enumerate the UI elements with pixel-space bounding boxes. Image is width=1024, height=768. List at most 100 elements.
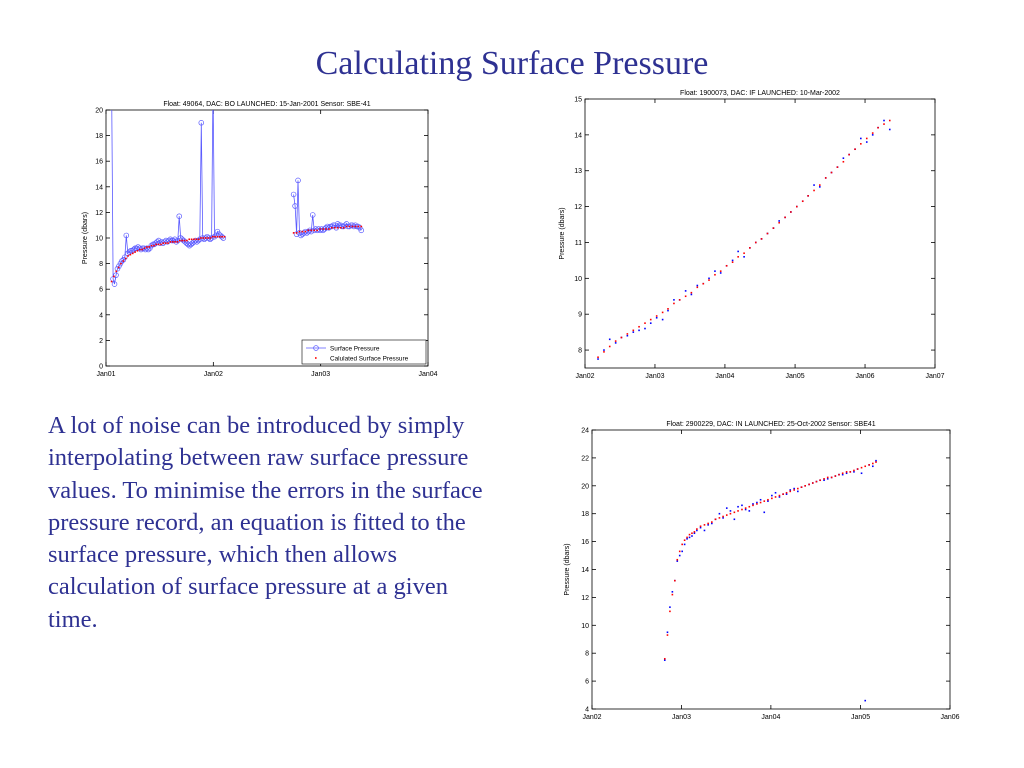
calculated-point [807, 195, 809, 197]
calculated-point [796, 205, 798, 208]
calculated-point [307, 229, 310, 232]
calculated-point [830, 171, 833, 174]
plot-area [597, 119, 891, 360]
surface-pressure-marker [127, 248, 134, 254]
calculated-point [351, 225, 354, 228]
surface-point [722, 517, 724, 519]
surface-point [676, 560, 679, 562]
chart-title: Float: 1900073, DAC: IF LAUNCHED: 10-Mar… [680, 90, 840, 97]
surface-point [767, 500, 769, 502]
surface-point [696, 529, 698, 532]
surface-point [626, 334, 629, 337]
x-tick-label: Jan03 [672, 714, 691, 721]
calculated-point [162, 242, 165, 244]
surface-pressure-marker [126, 249, 132, 255]
calculated-point [360, 225, 363, 228]
calculated-point [313, 229, 315, 232]
y-tick-label: 8 [99, 261, 103, 268]
calculated-point [129, 253, 132, 256]
calculated-point [316, 229, 318, 232]
calculated-point [155, 243, 158, 246]
calculated-point [131, 252, 134, 255]
calculated-point [785, 491, 788, 494]
calculated-point [143, 247, 146, 250]
surface-point [864, 699, 867, 702]
calculated-point [749, 247, 751, 249]
calculated-point [871, 132, 874, 134]
calculated-point [197, 238, 200, 241]
calculated-point [124, 257, 127, 260]
slide-title: Calculating Surface Pressure [315, 45, 709, 82]
surface-pressure-marker [197, 236, 203, 243]
calculated-point [853, 469, 855, 472]
y-tick-label: 20 [95, 108, 103, 115]
surface-point [703, 529, 706, 532]
calculated-point [678, 550, 681, 553]
calculated-point [190, 238, 193, 241]
calculated-point [160, 243, 162, 246]
calculated-point [304, 230, 307, 233]
calculated-point [193, 238, 195, 241]
calculated-point [693, 531, 696, 533]
y-tick-label: 18 [95, 133, 103, 140]
y-tick-label: 24 [581, 428, 589, 435]
surface-point [763, 511, 766, 514]
surface-point [711, 522, 713, 525]
calculated-point [345, 225, 348, 228]
surface-point [756, 501, 758, 504]
calculated-point [681, 543, 683, 546]
calculated-point [808, 483, 810, 486]
surface-pressure-marker [292, 203, 298, 209]
surface-point [871, 134, 874, 136]
calculated-point [354, 225, 357, 228]
calculated-point [117, 266, 120, 269]
calculated-point [774, 496, 777, 498]
y-tick-label: 20 [581, 483, 589, 490]
surface-point [883, 119, 885, 122]
y-tick-label: 6 [585, 679, 589, 686]
calculated-point [801, 200, 804, 203]
calculated-point [146, 246, 148, 248]
surface-pressure-marker [113, 272, 119, 278]
calculated-point [845, 471, 848, 473]
calculated-point [325, 228, 327, 230]
surface-point [729, 510, 732, 512]
calculated-point [741, 508, 743, 511]
surface-point [667, 309, 669, 312]
surface-point [638, 329, 640, 332]
y-tick-label: 10 [95, 236, 103, 243]
calculated-point [319, 228, 321, 230]
calculated-point [214, 235, 216, 238]
surface-point [614, 342, 617, 344]
surface-point [748, 510, 751, 512]
calculated-point [219, 235, 221, 238]
calculated-point [763, 500, 766, 502]
surface-pressure-marker [170, 237, 177, 244]
calculated-point [848, 153, 850, 156]
calculated-point [211, 235, 214, 238]
y-tick-label: 14 [95, 184, 103, 191]
calculated-point [760, 238, 763, 240]
calculated-point [690, 291, 693, 294]
calculated-point [707, 522, 709, 525]
surface-point [759, 498, 762, 501]
calculated-point [771, 497, 773, 500]
surface-point [681, 550, 683, 553]
calculated-point [737, 256, 739, 258]
legend-marker-swatch [313, 345, 319, 351]
calculated-point [714, 273, 716, 276]
calculated-point [877, 126, 879, 129]
x-tick-label: Jan06 [855, 373, 874, 380]
surface-point [744, 508, 747, 511]
calculated-point [784, 216, 786, 219]
y-tick-label: 0 [99, 364, 103, 371]
calculated-point [620, 336, 623, 339]
calculated-point [153, 244, 155, 247]
surface-pressure-marker [119, 258, 125, 264]
calculated-point [684, 295, 687, 298]
calculated-point [811, 482, 814, 484]
calculated-point [169, 241, 172, 243]
calculated-point [674, 579, 676, 582]
calculated-point [834, 475, 837, 477]
x-tick-label: Jan03 [645, 373, 664, 380]
